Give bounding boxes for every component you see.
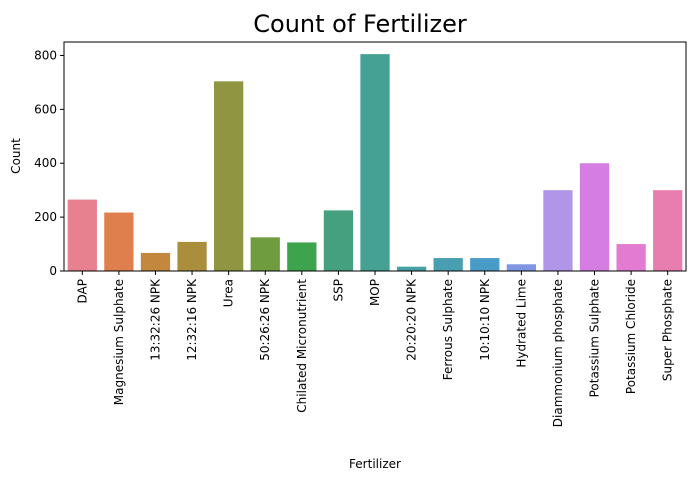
bars-group (67, 54, 683, 272)
x-tick-label: Urea (222, 279, 236, 307)
x-tick-label: 50:26:26 NPK (258, 278, 272, 361)
x-axis-label: Fertilizer (349, 457, 401, 471)
x-tick-label: 13:32:26 NPK (148, 278, 162, 361)
x-tick-label: Ferrous Sulphate (441, 279, 455, 380)
bar (104, 212, 134, 271)
bar (360, 54, 390, 271)
bar (616, 244, 646, 271)
y-tick-label: 200 (34, 210, 57, 224)
y-tick-label: 400 (34, 156, 57, 170)
bar (506, 264, 536, 271)
bar (67, 199, 97, 271)
x-axis: DAP Magnesium Sulphate 13:32:26 NPK 12:32:1… (75, 271, 675, 427)
bar (250, 237, 280, 271)
chart-title: Count of Fertilizer (253, 10, 467, 38)
x-tick-label: 20:20:20 NPK (405, 278, 419, 361)
plot-frame (63, 41, 687, 272)
bar (177, 241, 207, 271)
bar (214, 81, 244, 272)
bar (470, 258, 500, 271)
x-tick-label: MOP (368, 279, 382, 306)
bar (323, 210, 354, 271)
y-tick-label: 600 (34, 102, 57, 116)
y-tick-label: 800 (34, 48, 57, 62)
x-tick-label: SSP (331, 279, 345, 301)
bar (396, 266, 427, 271)
x-tick-label: 10:10:10 NPK (478, 278, 492, 361)
x-tick-label: Potassium Sulphate (588, 279, 602, 397)
x-tick-label: 12:32:16 NPK (185, 278, 199, 361)
x-tick-label: Super Phosphate (661, 279, 675, 381)
bar (653, 190, 683, 271)
bar (543, 190, 573, 271)
bar (140, 252, 171, 271)
x-tick-label: Hydrated Lime (514, 279, 528, 368)
bar (579, 163, 610, 271)
x-tick-label: Potassium Chloride (624, 279, 638, 394)
x-tick-label: Diammonium phosphate (551, 279, 565, 427)
y-axis: 0 200 400 600 800 (34, 48, 64, 278)
x-tick-label: Magnesium Sulphate (112, 279, 126, 405)
x-tick-label: Chilated Micronutrient (295, 279, 309, 413)
bar (433, 258, 463, 271)
x-tick-label: DAP (75, 279, 89, 303)
y-tick-label: 0 (49, 264, 57, 278)
y-axis-label: Count (9, 138, 23, 174)
bar (287, 242, 317, 271)
